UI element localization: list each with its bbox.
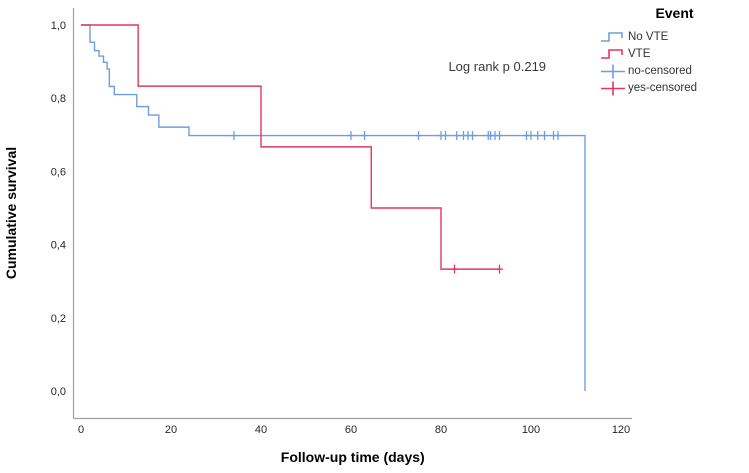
legend-item-label: yes-censored: [628, 81, 698, 94]
legend-item-no-vte: No VTE: [600, 28, 697, 45]
tick-labels: 0,0 0,2 0,4 0,6 0,8 1,0 0 20 40 60 80 100 120: [51, 20, 630, 436]
x-axis-title: Follow-up time (days): [281, 449, 425, 465]
censor-mark: [453, 131, 461, 141]
censor-marks: [230, 131, 562, 274]
y-tick-label: 1,0: [51, 20, 66, 32]
curve-vte: [81, 24, 500, 270]
x-tick-label: 100: [522, 424, 540, 436]
legend-title: Event: [655, 5, 694, 21]
x-tick-label: 80: [435, 424, 447, 436]
censored-cross-icon: [601, 64, 625, 78]
survival-curves: [81, 24, 586, 391]
censor-mark: [541, 131, 548, 141]
censored-cross-icon: [601, 81, 625, 95]
curve-no-vte: [81, 24, 586, 391]
y-tick-label: 0,0: [51, 386, 66, 398]
legend-item-yes-censored: yes-censored: [600, 79, 697, 96]
axes: [72, 8, 632, 420]
x-tick-label: 40: [255, 424, 267, 436]
x-tick-label: 20: [165, 424, 177, 436]
censor-mark: [361, 131, 368, 141]
censor-mark: [496, 131, 503, 141]
step-line-icon: [601, 31, 623, 42]
censor-mark: [527, 131, 535, 141]
legend-item-label: VTE: [628, 47, 651, 60]
legend-item-vte: VTE: [600, 45, 697, 62]
y-tick-label: 0,2: [51, 313, 66, 325]
legend: Event No VTE VTE no-censored yes-censored: [600, 5, 749, 96]
x-tick-label: 60: [345, 424, 357, 436]
censor-mark: [554, 131, 562, 141]
censor-mark: [230, 131, 238, 141]
censor-mark: [442, 131, 449, 141]
y-tick-label: 0,4: [51, 240, 66, 252]
censor-mark: [534, 131, 542, 141]
x-tick-label: 120: [612, 424, 630, 436]
legend-item-label: no-censored: [628, 64, 692, 77]
step-line-icon: [601, 48, 623, 59]
legend-items: No VTE VTE no-censored yes-censored: [600, 28, 697, 96]
censor-mark: [496, 264, 503, 274]
legend-item-no-censored: no-censored: [600, 62, 697, 79]
y-axis-title: Cumulative survival: [3, 147, 19, 279]
y-tick-label: 0,8: [51, 93, 66, 105]
x-tick-label: 0: [78, 424, 84, 436]
log-rank-annotation: Log rank p 0.219: [448, 59, 546, 74]
censor-mark: [347, 131, 355, 141]
censor-mark: [451, 264, 458, 274]
censor-mark: [469, 131, 476, 141]
legend-item-label: No VTE: [628, 30, 669, 43]
y-tick-label: 0,6: [51, 166, 66, 178]
censor-mark: [415, 131, 422, 141]
